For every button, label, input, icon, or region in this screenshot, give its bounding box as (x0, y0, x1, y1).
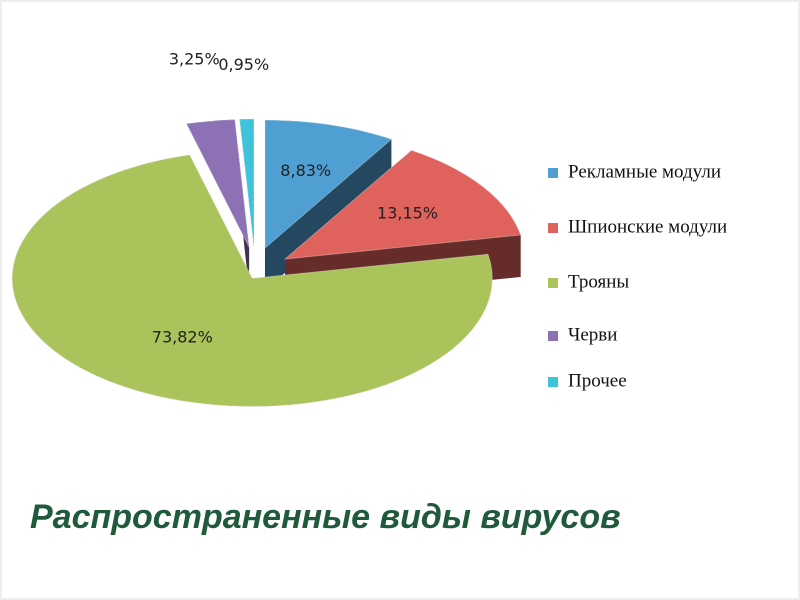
legend-label: Рекламные модули (568, 161, 721, 182)
value-label: 0,95% (218, 55, 269, 74)
legend-swatch (548, 223, 558, 233)
value-label: 3,25% (169, 49, 220, 68)
legend-swatch (548, 331, 558, 341)
value-label: 73,82% (152, 328, 213, 347)
value-label: 13,15% (377, 204, 438, 223)
slice (239, 118, 255, 248)
slice (283, 149, 522, 260)
slice (264, 119, 393, 250)
slice (185, 119, 250, 248)
legend-swatch (548, 278, 558, 288)
slice (11, 154, 493, 407)
legend-swatch (548, 377, 558, 387)
legend-label: Трояны (568, 271, 629, 292)
value-label: 8,83% (280, 161, 331, 180)
legend-swatch (548, 168, 558, 178)
legend-label: Прочее (568, 370, 627, 391)
legend-label: Шпионские модули (568, 216, 727, 237)
legend-label: Черви (568, 324, 617, 345)
chart-title: Распространенные виды вирусов (30, 498, 621, 536)
